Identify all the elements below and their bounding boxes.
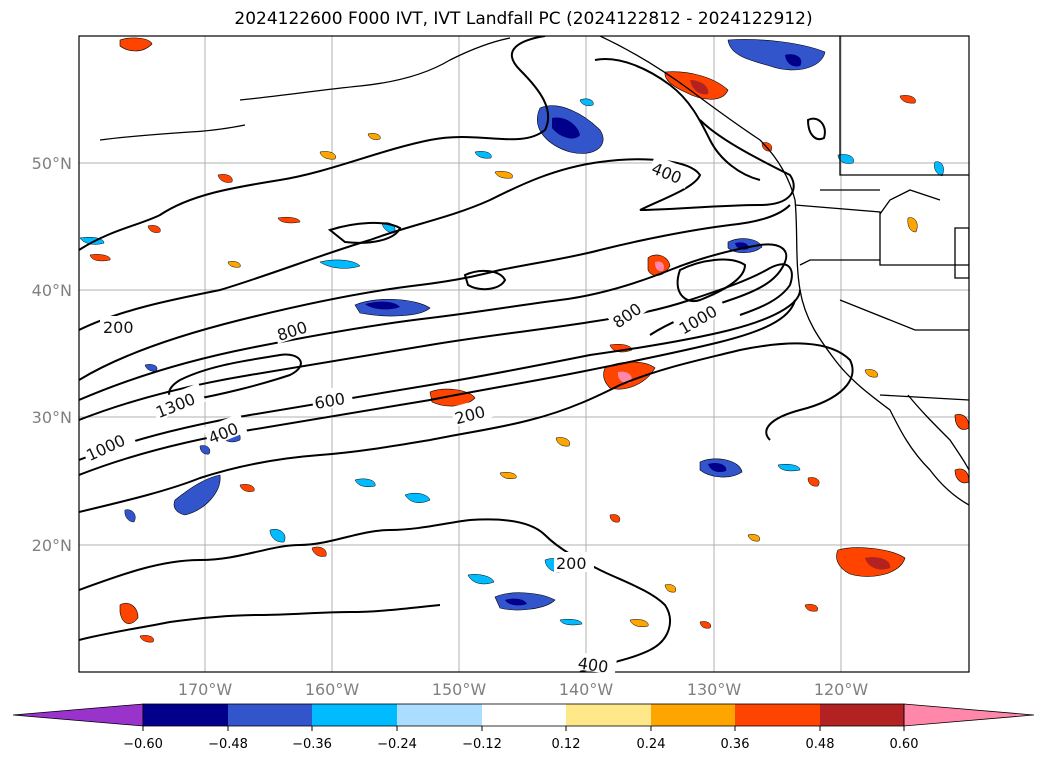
- colorbar-tick-label: −0.36: [292, 737, 332, 752]
- colorbar-segment: [820, 704, 904, 726]
- colorbar-outline: [142, 703, 905, 727]
- lat-label: 20°N: [32, 536, 72, 555]
- lon-label: 150°W: [432, 680, 487, 699]
- lat-label: 40°N: [32, 281, 72, 300]
- map-area: [79, 36, 969, 672]
- map-frame: [78, 35, 970, 673]
- colorbar-segment: [482, 704, 566, 726]
- lon-label: 170°W: [178, 680, 233, 699]
- colorbar-segment: [397, 704, 482, 726]
- contour-label: 400: [577, 654, 610, 677]
- colorbar-segment: [312, 704, 397, 726]
- colorbar-tick-label: −0.60: [123, 737, 163, 752]
- figure-title: 2024122600 F000 IVT, IVT Landfall PC (20…: [234, 9, 813, 29]
- contour-label-group: 200 800 1300 1000 400 600 200 400 800 10…: [80, 155, 728, 677]
- colorbar-extend-high: [903, 703, 1035, 727]
- lon-label: 140°W: [559, 680, 614, 699]
- lat-label: 50°N: [32, 154, 72, 173]
- coastlines: [99, 36, 969, 506]
- colorbar-tick-label: −0.48: [208, 737, 248, 752]
- contour-label: 200: [556, 554, 587, 573]
- latitude-labels: 50°N 40°N 30°N 20°N: [32, 154, 72, 555]
- colorbar-tick-label: 0.12: [552, 737, 581, 752]
- colorbar-tick-label: 0.36: [721, 737, 750, 752]
- lat-label: 30°N: [32, 408, 72, 427]
- lon-label: 130°W: [687, 680, 742, 699]
- colorbar-tick-label: 0.60: [890, 737, 919, 752]
- colorbar-segment: [735, 704, 820, 726]
- colorbar-tick-label: −0.24: [377, 737, 417, 752]
- lon-label: 160°W: [305, 680, 360, 699]
- colorbar-tick-label: 0.48: [806, 737, 835, 752]
- colorbar: −0.60 −0.48 −0.36 −0.24 −0.12 0.12 0.24 …: [12, 703, 1035, 752]
- colorbar-extend-low: [12, 703, 144, 727]
- contour-label: 200: [103, 318, 134, 337]
- colorbar-ticks: [142, 726, 905, 731]
- colorbar-segment: [651, 704, 735, 726]
- colorbar-segment: [566, 704, 651, 726]
- colorbar-tick-label: 0.24: [637, 737, 666, 752]
- colorbar-segment: [228, 704, 312, 726]
- lon-label: 120°W: [814, 680, 869, 699]
- colorbar-tick-label: −0.12: [462, 737, 502, 752]
- colorbar-segment: [143, 704, 228, 726]
- longitude-labels: 170°W 160°W 150°W 140°W 130°W 120°W: [178, 680, 869, 699]
